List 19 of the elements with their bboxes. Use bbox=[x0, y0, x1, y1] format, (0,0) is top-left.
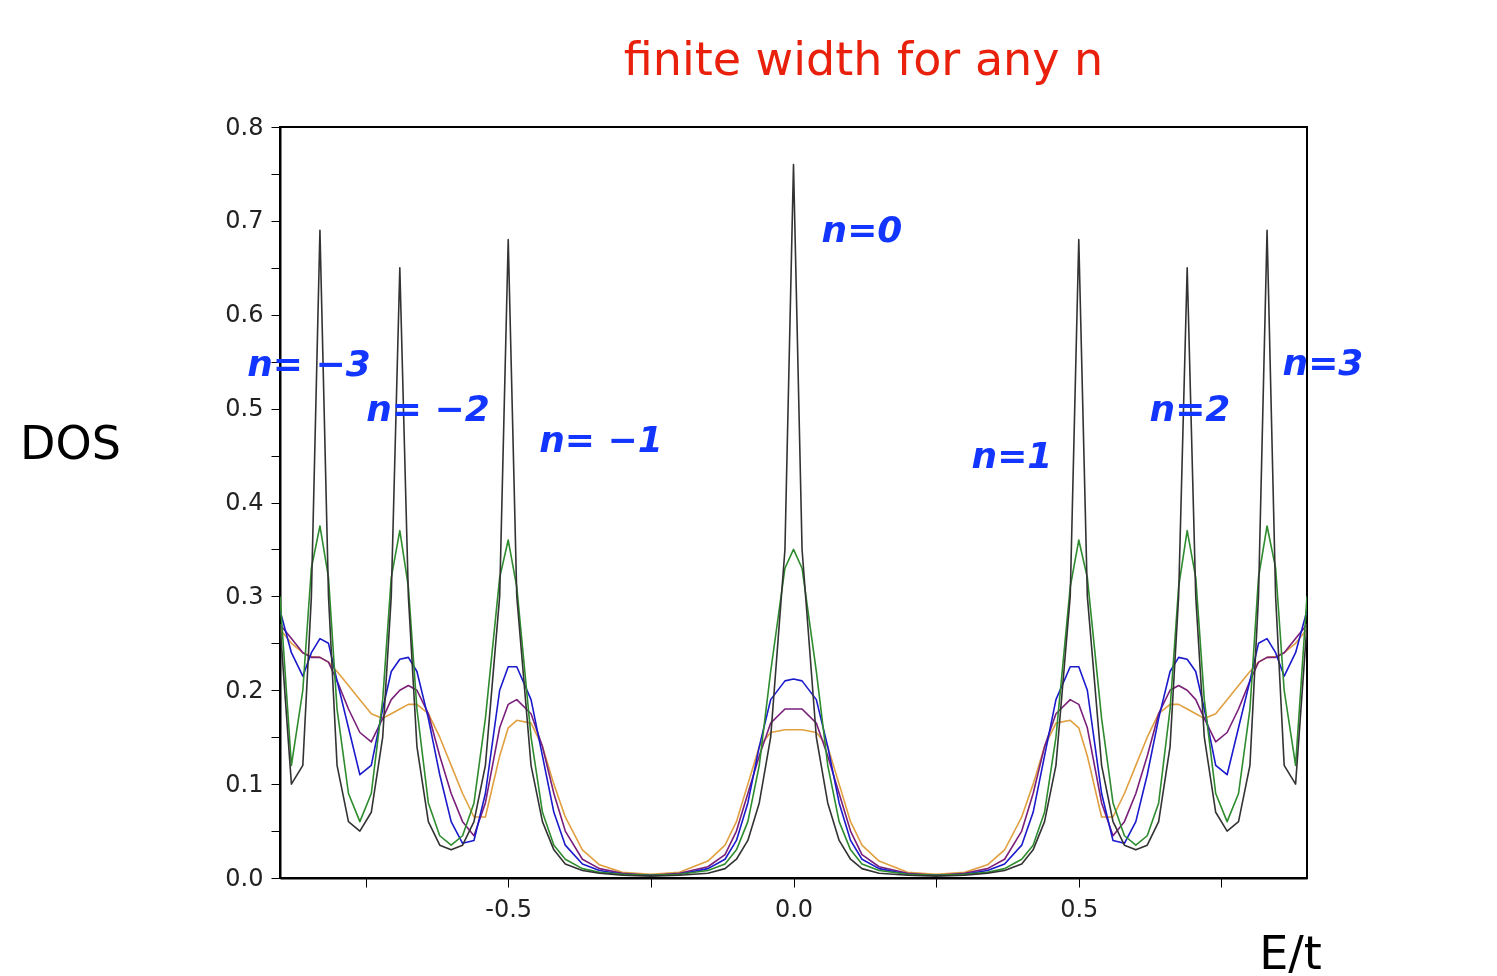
x-axis-title: E/t bbox=[1259, 925, 1322, 976]
y-axis-title: DOS bbox=[20, 415, 121, 470]
y-tick-label: 0.4 bbox=[225, 488, 264, 516]
x-tick-label: 0.0 bbox=[774, 894, 814, 923]
y-tick-label: 0.0 bbox=[225, 863, 264, 892]
y-tick-label: 0.6 bbox=[225, 300, 264, 329]
annotation: n= −1 bbox=[539, 419, 663, 460]
y-tick-label: 0.8 bbox=[225, 112, 264, 141]
y-tick-label: 0.2 bbox=[225, 675, 264, 704]
y-tick-label: 0.3 bbox=[225, 581, 264, 610]
x-tick-label: 0.5 bbox=[1060, 894, 1099, 923]
annotation: n=1 bbox=[971, 435, 1053, 476]
y-tick-label: 0.7 bbox=[225, 206, 264, 235]
chart-title: finite width for any n bbox=[623, 32, 1104, 86]
y-tick-label: 0.1 bbox=[225, 769, 264, 798]
annotation: n=0 bbox=[821, 209, 903, 250]
y-tick-label: 0.5 bbox=[225, 394, 264, 423]
line-series bbox=[280, 525, 1307, 876]
x-tick-label: -0.5 bbox=[485, 894, 533, 923]
